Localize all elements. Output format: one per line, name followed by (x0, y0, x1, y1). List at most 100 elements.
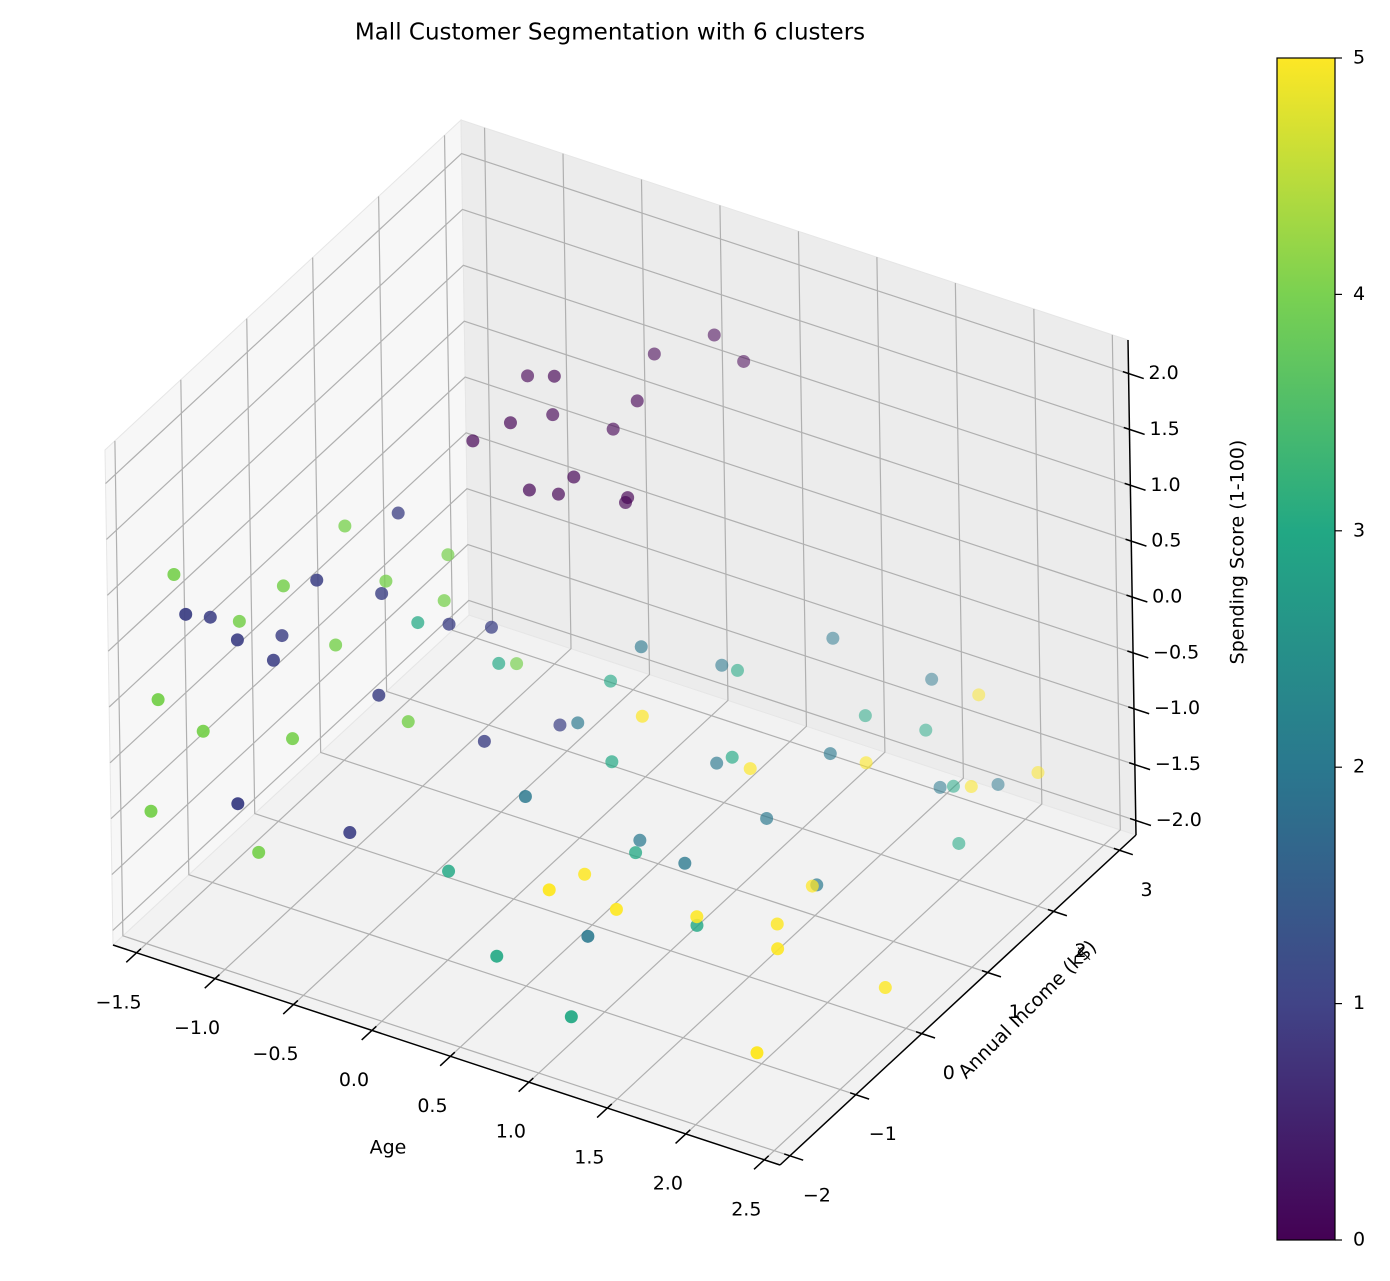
data-point (286, 732, 300, 746)
data-point (275, 629, 289, 643)
data-point (571, 716, 585, 730)
z-tick-label: 1.5 (1149, 418, 1179, 440)
data-point (276, 579, 290, 593)
data-point (546, 408, 560, 422)
data-point (805, 879, 819, 893)
data-point (635, 709, 649, 723)
data-point (372, 688, 386, 702)
z-tick-label: 2.0 (1149, 362, 1179, 384)
data-point (518, 789, 532, 803)
data-point (581, 929, 595, 943)
x-tick (125, 948, 142, 963)
x-tick-label: 1.0 (496, 1121, 526, 1143)
z-tick-label: 1.0 (1150, 474, 1180, 496)
colorbar-tick-label: 3 (1353, 519, 1365, 541)
data-point (492, 656, 506, 670)
data-point (972, 688, 986, 702)
data-point (151, 693, 165, 707)
data-point (609, 902, 623, 916)
data-point (466, 434, 480, 448)
grid-line (371, 205, 729, 1031)
colorbar-tick-label: 0 (1353, 1229, 1365, 1251)
z-tick (1129, 817, 1152, 827)
data-point (826, 631, 840, 645)
data-point (375, 586, 389, 600)
panes (104, 118, 1137, 1166)
z-tick (1124, 482, 1146, 491)
data-point (442, 617, 456, 631)
x-tick (675, 1129, 691, 1145)
grid-line (763, 334, 1121, 1161)
data-point (484, 620, 498, 634)
data-point (730, 663, 744, 677)
y-tick (915, 1031, 936, 1039)
x-tick-label: 2.5 (731, 1198, 761, 1220)
x-tick-label: 1.5 (574, 1147, 604, 1169)
x-tick (282, 999, 299, 1015)
z-tick (1123, 426, 1145, 436)
colorbar (1276, 57, 1336, 1241)
y-tick-label: 2 (1075, 940, 1087, 962)
grid-line (107, 320, 1132, 652)
y-tick-label: −2 (803, 1184, 831, 1206)
data-point (503, 416, 517, 430)
x-tick (518, 1077, 534, 1093)
y-tick (981, 969, 1002, 978)
data-point (343, 826, 357, 840)
data-point (858, 709, 872, 723)
data-point (490, 949, 504, 963)
data-point (564, 1010, 578, 1024)
data-point (411, 616, 425, 630)
data-point (144, 804, 158, 818)
data-point (715, 658, 729, 672)
z-tick (1125, 538, 1147, 547)
data-point (338, 519, 352, 533)
data-point (441, 548, 455, 562)
data-point (606, 422, 620, 436)
data-point (252, 845, 266, 859)
z-tick-label: −2.0 (1156, 809, 1202, 831)
grid-line (106, 208, 1130, 540)
grid-line (111, 543, 1136, 876)
data-point (437, 594, 451, 608)
x-axis-label: Age (370, 1137, 407, 1159)
y-tick-label: 0 (943, 1062, 955, 1084)
data-point (196, 724, 210, 738)
colorbar-tick-label: 5 (1353, 47, 1365, 69)
z-tick (1126, 594, 1148, 603)
data-point (771, 942, 785, 956)
data-point (737, 354, 751, 368)
data-point (710, 756, 724, 770)
x-tick-label: −1.0 (174, 1017, 220, 1039)
data-point (379, 574, 393, 588)
data-point (878, 981, 892, 995)
x-tick (204, 974, 220, 989)
data-point (690, 910, 704, 924)
z-tick (1122, 370, 1144, 380)
data-point (859, 756, 873, 770)
y-tick (783, 1153, 804, 1161)
z-tick (1128, 762, 1151, 771)
y-tick-label: 3 (1140, 879, 1152, 901)
data-point (521, 369, 535, 383)
data-point (634, 640, 648, 654)
data-point (230, 633, 244, 647)
data-point (203, 610, 217, 624)
grid-line (685, 308, 1043, 1135)
z-tick (1128, 706, 1150, 715)
data-point (547, 369, 561, 383)
data-point (964, 780, 978, 794)
grid-line (450, 231, 808, 1057)
data-point (477, 734, 491, 748)
z-tick (1127, 650, 1149, 659)
data-point (551, 487, 565, 501)
grid-line (108, 376, 1133, 708)
grid-line (312, 257, 988, 974)
data-point (823, 747, 837, 761)
data-point (542, 883, 556, 897)
data-point (707, 328, 721, 342)
data-point (678, 856, 692, 870)
x-tick (596, 1103, 613, 1119)
data-point (952, 836, 966, 850)
data-point (167, 567, 181, 581)
